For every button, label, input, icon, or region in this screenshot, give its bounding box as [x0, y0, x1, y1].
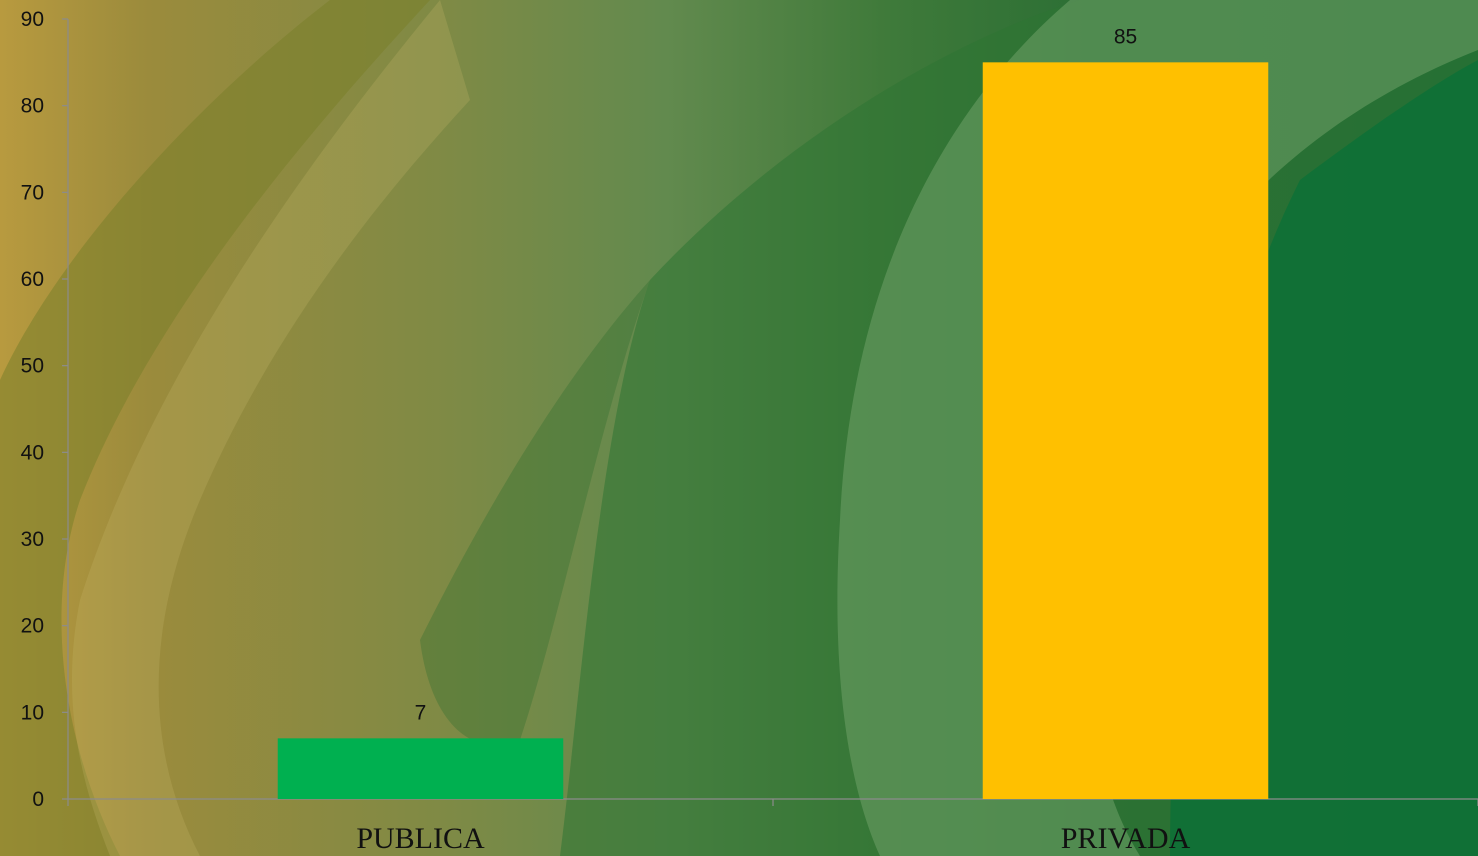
bar-privada	[982, 62, 1269, 800]
y-tick-label: 50	[21, 355, 44, 378]
y-tick-label: 70	[21, 181, 44, 204]
y-tick-label: 40	[21, 441, 44, 464]
x-ticks	[67, 799, 1478, 806]
y-tick-label: 60	[21, 268, 44, 291]
data-label-publica: 7	[415, 701, 427, 724]
y-tick-label: 0	[32, 788, 44, 811]
y-tick-label: 90	[21, 8, 44, 31]
y-tick-label: 30	[21, 528, 44, 551]
x-axis	[67, 798, 1478, 806]
category-label-publica: PUBLICA	[356, 822, 485, 855]
y-tick-label: 80	[21, 95, 44, 118]
category-labels: PUBLICA PRIVADA	[356, 822, 1190, 855]
category-label-privada: PRIVADA	[1061, 822, 1191, 855]
data-labels: 7 85	[415, 25, 1138, 724]
y-ticks: 0 10 20 30 40 50 60 70 80 90	[21, 8, 68, 811]
bars	[277, 62, 1269, 800]
bar-publica	[277, 738, 564, 799]
y-tick-label: 10	[21, 701, 44, 724]
y-axis: 0 10 20 30 40 50 60 70 80 90	[21, 8, 69, 811]
y-tick-label: 20	[21, 615, 44, 638]
data-label-privada: 85	[1114, 25, 1137, 48]
